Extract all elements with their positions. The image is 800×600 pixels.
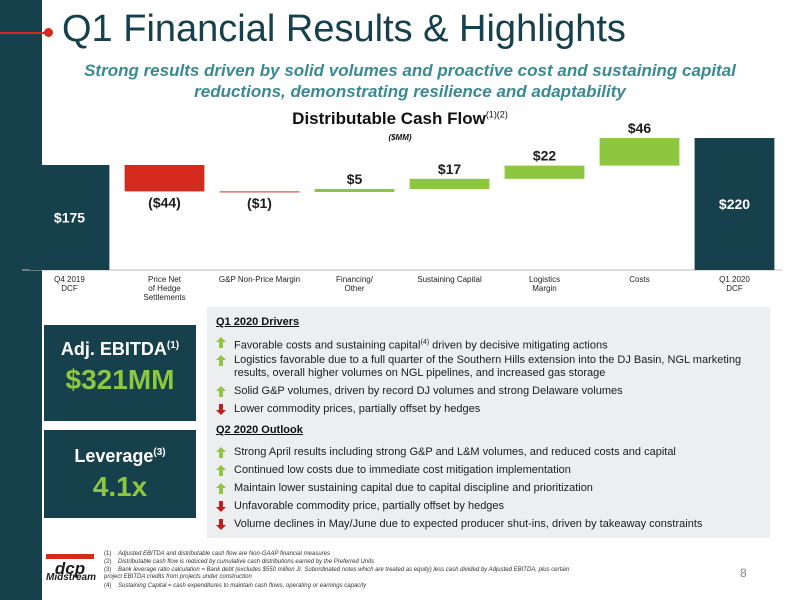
arrow-up-icon: [216, 355, 226, 366]
outlook-item: Unfavorable commodity price, partially o…: [216, 500, 761, 513]
kpi-value: 4.1x: [92, 471, 148, 502]
driver-item: Favorable costs and sustaining capital(4…: [216, 336, 761, 353]
outlook-text: Unfavorable commodity price, partially o…: [234, 500, 505, 512]
footnote: (2) Distributable cash flow is reduced by…: [104, 559, 574, 566]
bar-6: [599, 138, 680, 166]
category-label-5: Logistics Margin: [529, 275, 560, 293]
category-label-1: Price Net of Hedge Settlements: [143, 275, 185, 302]
arrow-up-icon: [216, 386, 226, 397]
bar-7: [694, 138, 775, 270]
bar-4: [409, 178, 490, 189]
title-accent-line: [0, 32, 48, 34]
value-label-1: ($44): [148, 194, 181, 210]
driver-text: Logistics favorable due to a full quarte…: [234, 354, 742, 379]
title-accent-dot: [44, 28, 53, 37]
drivers-title: Q1 2020 Drivers: [216, 316, 300, 328]
footnote-number: (1): [104, 551, 112, 557]
outlook-item: Continued low costs due to immediate cos…: [216, 464, 761, 477]
footnote-number: (2): [104, 559, 112, 565]
footnote-number: (3): [104, 567, 112, 573]
kpi-label-text: Leverage: [74, 446, 154, 466]
arrow-up-icon: [216, 465, 226, 476]
driver-footnote: (4): [420, 339, 430, 346]
outlook-text: Maintain lower sustaining capital due to…: [234, 482, 593, 494]
page-subtitle: Strong results driven by solid volumes a…: [84, 61, 736, 101]
kpi-footnote: (1): [166, 340, 180, 351]
outlook-item: Volume declines in May/June due to expec…: [216, 518, 761, 531]
footnote: (1) Adjusted EBITDA and distributable cas…: [104, 551, 574, 558]
page-title: Q1 Financial Results & Highlights: [62, 8, 626, 50]
category-label-6: Costs: [629, 275, 649, 284]
bar-3: [314, 189, 395, 192]
dcp-logo-mark: dcp: [46, 554, 94, 578]
bar-1: [124, 165, 205, 192]
value-label-3: $5: [347, 171, 363, 187]
arrow-up-icon: [216, 447, 226, 458]
chart-title-text: Distributable Cash Flow: [292, 109, 486, 128]
category-label-0: Q4 2019 DCF: [54, 275, 85, 293]
kpi-leverage: Leverage(3) 4.1x: [44, 430, 196, 518]
footnote-text: Adjusted EBITDA and distributable cash f…: [118, 551, 330, 557]
category-label-4: Sustaining Capital: [417, 275, 482, 284]
kpi-adj-ebitda: Adj. EBITDA(1) $321MM: [44, 325, 196, 421]
footnote-text: Bank leverage ratio calculation = Bank d…: [104, 567, 570, 580]
footnote-text: Sustaining Capital = cash expenditures t…: [118, 583, 367, 589]
value-label-4: $17: [438, 161, 462, 177]
outlook-text: Continued low costs due to immediate cos…: [234, 464, 571, 476]
value-label-5: $22: [533, 148, 557, 164]
footnote: (4) Sustaining Capital = cash expenditure…: [104, 583, 574, 590]
driver-text-cont: driven by decisive mitigating actions: [429, 339, 608, 352]
left-accent-stripe: [0, 0, 42, 600]
kpi-label: Adj. EBITDA(1): [44, 339, 196, 360]
kpi-label-text: Adj. EBITDA: [60, 339, 167, 359]
value-label-2: ($1): [247, 195, 272, 211]
kpi-label: Leverage(3): [44, 446, 196, 467]
chart-title: Distributable Cash Flow(1)(2): [200, 109, 600, 129]
outlook-text: Volume declines in May/June due to expec…: [234, 518, 703, 530]
value-label-6: $46: [628, 120, 652, 136]
chart-title-footnote: (1)(2): [485, 109, 508, 120]
outlook-text: Strong April results including strong G&…: [234, 446, 676, 458]
footnote: (3) Bank leverage ratio calculation = Ban…: [104, 567, 574, 581]
category-label-7: Q1 2020 DCF: [719, 275, 750, 293]
arrow-up-icon: [216, 483, 226, 494]
footnote-text: Distributable cash flow is reduced by cu…: [118, 559, 375, 565]
arrow-down-icon: [216, 501, 226, 512]
driver-text: Solid G&P volumes, driven by record DJ v…: [234, 385, 623, 397]
bar-0: [29, 165, 110, 270]
kpi-footnote: (3): [153, 447, 166, 458]
arrow-up-icon: [216, 337, 226, 348]
bar-5: [504, 165, 585, 179]
logo-wordmark: Midstream: [46, 572, 97, 583]
footnote-number: (4): [104, 583, 112, 589]
logo-mark-text: dcp: [55, 559, 85, 578]
driver-text: Favorable costs and sustaining capital: [234, 339, 421, 352]
value-label-0: $175: [54, 210, 85, 226]
driver-text: Lower commodity prices, partially offset…: [234, 403, 481, 415]
chart-units: ($MM): [388, 133, 412, 142]
outlook-item: Maintain lower sustaining capital due to…: [216, 482, 761, 495]
outlook-title: Q2 2020 Outlook: [216, 424, 303, 436]
category-label-2: G&P Non-Price Margin: [219, 275, 300, 284]
arrow-down-icon: [216, 404, 226, 415]
kpi-value: $321MM: [65, 364, 175, 395]
driver-item: Lower commodity prices, partially offset…: [216, 403, 761, 416]
value-label-7: $220: [719, 196, 750, 212]
driver-item: Logistics favorable due to a full quarte…: [216, 354, 761, 380]
page-number: 8: [740, 566, 747, 580]
outlook-item: Strong April results including strong G&…: [216, 446, 761, 459]
drivers-panel: [207, 307, 770, 538]
bar-2: [219, 191, 300, 193]
category-label-3: Financing/Other: [336, 275, 374, 293]
driver-item: Solid G&P volumes, driven by record DJ v…: [216, 385, 761, 398]
waterfall-chart: $175 Q4 2019 DCF ($44) Price Net of Hedge Sett…: [22, 120, 782, 302]
arrow-down-icon: [216, 519, 226, 530]
